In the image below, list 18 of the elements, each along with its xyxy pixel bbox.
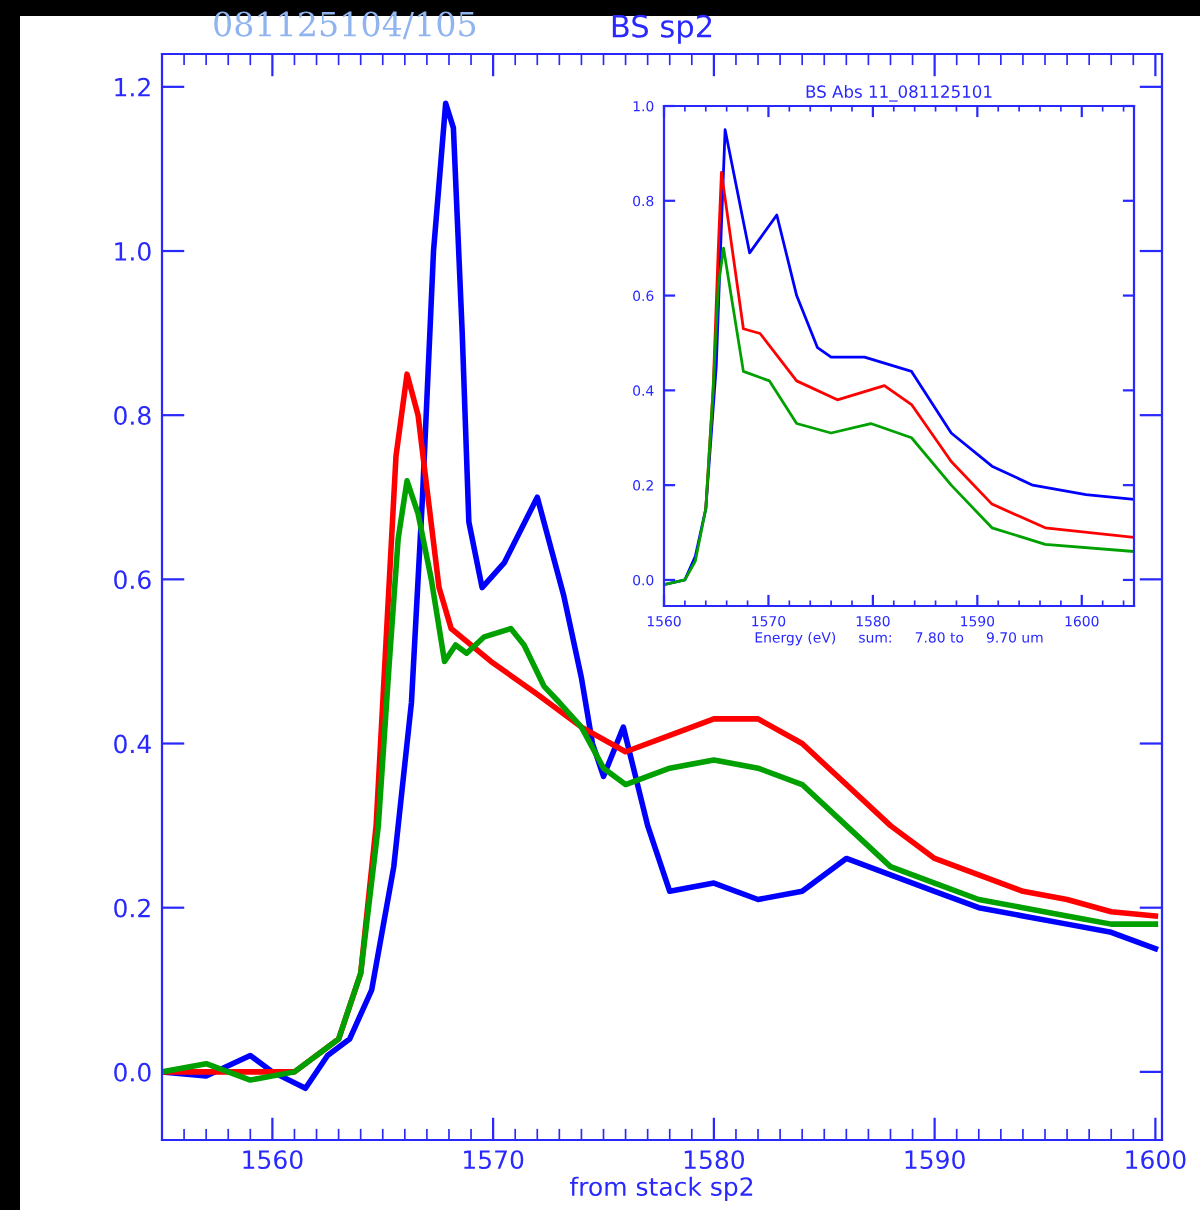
chart-title: BS Abs 11_081125101	[806, 85, 992, 102]
x-tick-label: 1560	[243, 1150, 303, 1170]
x-axis-title: from stack sp2	[569, 1176, 753, 1201]
text: 081125104/105	[214, 11, 476, 40]
x-tick-label: 1600	[1126, 1150, 1186, 1170]
line-series	[162, 478, 1159, 1083]
y-tick-label: 0.8	[114, 406, 151, 426]
line-series	[664, 246, 1134, 587]
x-tick-label: 1590	[905, 1150, 965, 1170]
y-tick-label: 1.0	[115, 241, 151, 261]
x-tick-label: 1580	[684, 1150, 745, 1170]
y-tick-label: 0.6	[114, 570, 151, 590]
y-tick-label: 0.2	[114, 898, 150, 918]
x-tick-label: 1570	[464, 1150, 524, 1170]
chart-title: BS sp2	[612, 14, 712, 44]
y-tick-label: 1.2	[115, 77, 150, 97]
y-tick-label: 0.0	[114, 1062, 151, 1082]
y-tick-label: 0.4	[114, 734, 151, 754]
